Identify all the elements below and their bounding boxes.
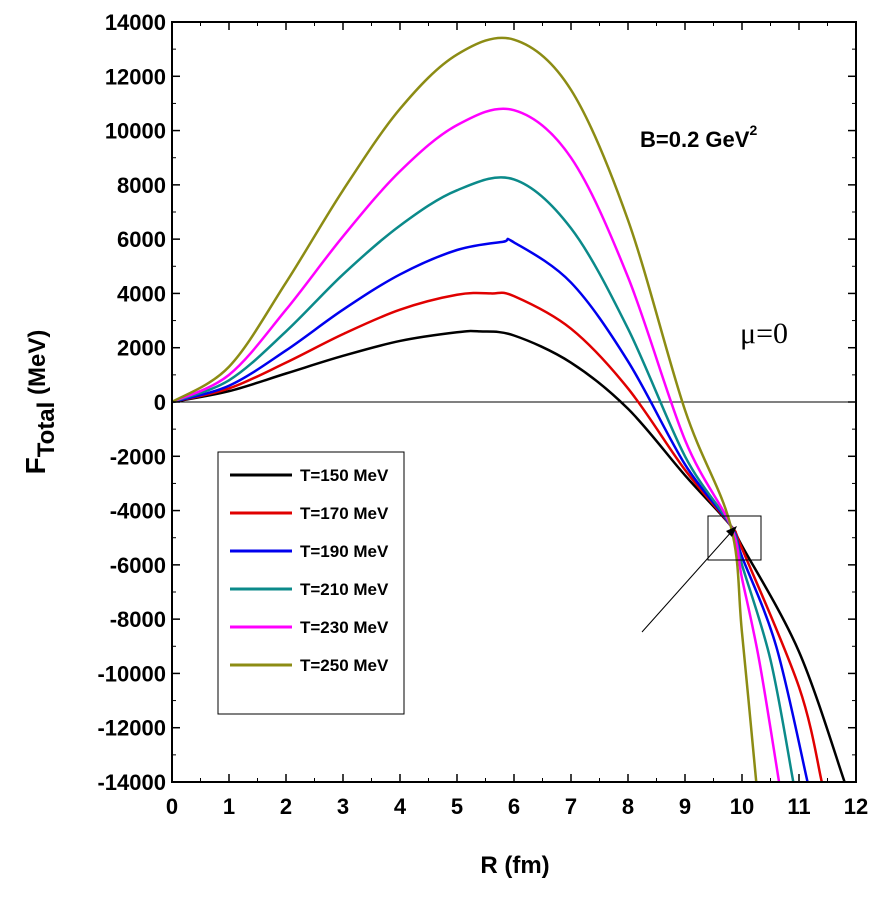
y-tick-label: 8000: [117, 173, 166, 198]
x-tick-label: 6: [508, 794, 520, 819]
y-tick-label: 0: [154, 390, 166, 415]
x-tick-label: 0: [166, 794, 178, 819]
x-tick-label: 3: [337, 794, 349, 819]
y-tick-label: 12000: [105, 64, 166, 89]
y-tick-label: -2000: [110, 444, 166, 469]
x-tick-label: 10: [730, 794, 754, 819]
y-tick-label: -6000: [110, 553, 166, 578]
series-line-6: [171, 36, 758, 783]
legend-label-2: T=170 MeV: [300, 504, 389, 523]
y-axis-title-main: F: [20, 457, 51, 474]
chemical-potential-annotation: μ=0: [740, 317, 788, 350]
chemical-potential-symbol: μ: [740, 317, 756, 350]
x-tick-label: 5: [451, 794, 463, 819]
legend-label-1: T=150 MeV: [300, 466, 389, 485]
x-tick-label: 4: [394, 794, 407, 819]
chemical-potential-value: =0: [756, 317, 788, 350]
legend-label-3: T=190 MeV: [300, 542, 389, 561]
field-annotation: B=0.2 GeV2: [640, 122, 757, 152]
field-annotation-main: B=0.2 GeV: [640, 127, 750, 152]
ticks-layer: [171, 21, 857, 783]
y-tick-label: -14000: [97, 770, 166, 795]
y-axis-title-sub: Total: [33, 402, 60, 458]
field-annotation-sup: 2: [749, 122, 757, 138]
y-tick-label: 14000: [105, 10, 166, 35]
x-tick-label: 12: [844, 794, 868, 819]
y-tick-label: 10000: [105, 119, 166, 144]
y-axis-title-unit: (MeV): [24, 330, 51, 402]
legend-label-6: T=250 MeV: [300, 656, 389, 675]
series-line-3: [171, 237, 809, 783]
y-tick-label: -10000: [97, 661, 166, 686]
y-tick-label: -4000: [110, 499, 166, 524]
intersection-highlight-box: [707, 515, 762, 561]
legend: T=150 MeV T=170 MeV T=190 MeV T=210 MeV T=23…: [230, 466, 389, 675]
y-tick-label: 4000: [117, 281, 166, 306]
intersection-arrow-head: [726, 526, 737, 537]
x-tick-label: 1: [223, 794, 235, 819]
series-line-4: [171, 176, 795, 783]
x-tick-label: 7: [565, 794, 577, 819]
intersection-arrow: [641, 529, 734, 633]
y-tick-label: -8000: [110, 607, 166, 632]
tick-labels-layer: 0 1 2 3 4 5 6 7 8 9 10 11 12-14000-12000-10000-8000-…: [97, 10, 868, 819]
series-line-2: [171, 291, 824, 783]
y-axis-title: FTotal (MeV): [20, 330, 60, 475]
legend-label-4: T=210 MeV: [300, 580, 389, 599]
x-tick-label: 9: [679, 794, 691, 819]
y-tick-label: 6000: [117, 227, 166, 252]
x-tick-label: 11: [787, 794, 810, 819]
legend-box: [217, 451, 405, 715]
series-layer: [171, 36, 846, 783]
series-line-1: [171, 329, 846, 783]
series-line-5: [171, 107, 781, 783]
x-tick-label: 8: [622, 794, 634, 819]
y-tick-label: 2000: [117, 336, 166, 361]
y-tick-label: -12000: [97, 716, 166, 741]
legend-label-5: T=230 MeV: [300, 618, 389, 637]
x-tick-label: 2: [280, 794, 292, 819]
x-axis-title: R (fm): [480, 852, 549, 879]
